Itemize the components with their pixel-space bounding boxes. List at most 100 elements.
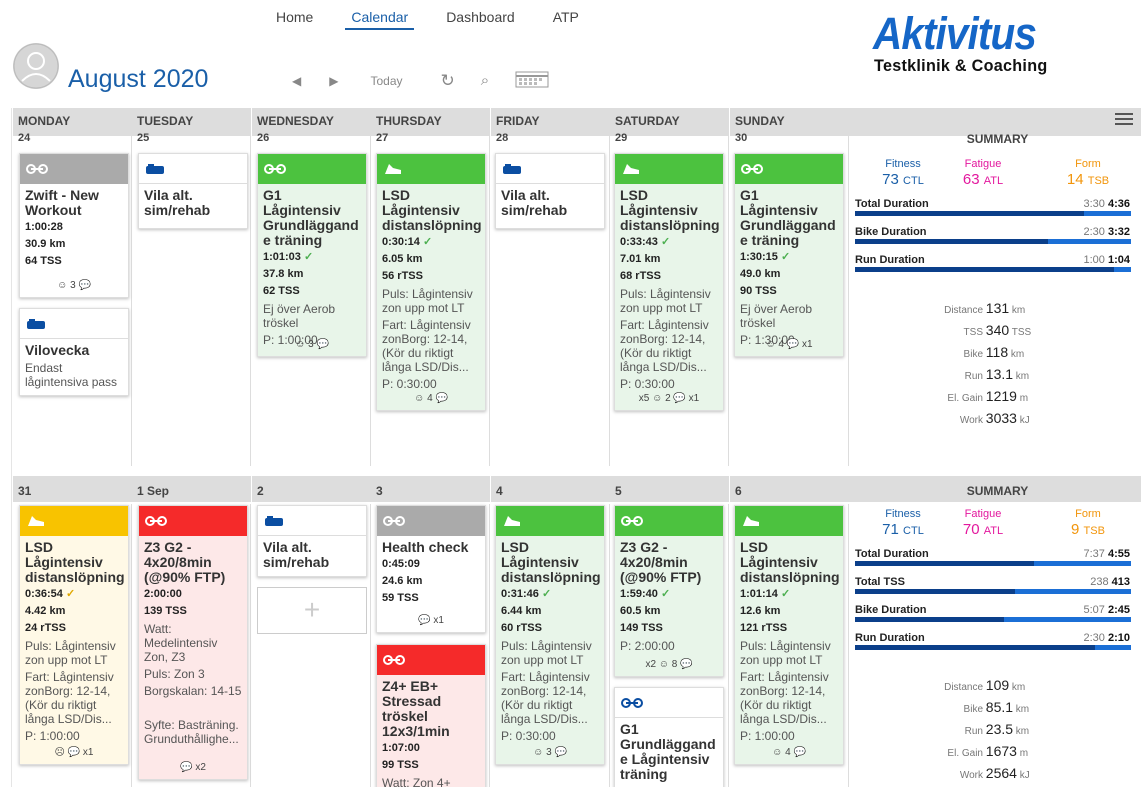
nav-dashboard[interactable]: Dashboard [446, 9, 515, 25]
card-description: P: 0:30:00 [382, 377, 437, 391]
workout-card[interactable]: LSD Lågintensiv distanslöpning 0:33:43 ✓ 7… [614, 153, 724, 411]
month-label: August [68, 65, 146, 93]
summary-row-label: Total Duration [855, 198, 929, 210]
workout-card[interactable]: G1 Lågintensiv Grundläggand e träning 1:0… [257, 153, 367, 357]
nav-calendar[interactable]: Calendar [345, 6, 415, 30]
card-description: Borgskalan: 14-15 [144, 684, 242, 698]
today-button[interactable]: Today [370, 73, 403, 88]
summary-form-value: 9 TSB [1071, 521, 1105, 538]
summary-total: Bike 118 km [963, 344, 1025, 360]
workout-card[interactable]: Vila alt. sim/rehab [495, 153, 605, 229]
day-column [371, 136, 490, 466]
summary-progress-bar [855, 267, 1131, 272]
menu-icon[interactable] [1115, 113, 1133, 125]
card-stat: 121 rTSS [740, 622, 788, 634]
card-description: Fart: Lågintensiv zonBorg: 12-14, (Kör d… [501, 670, 590, 726]
check-icon: ✓ [300, 251, 314, 263]
workout-card[interactable]: G1 Grundläggand e Lågintensiv träning [614, 687, 724, 787]
card-title: LSD Lågintensiv distanslöpning [501, 539, 601, 585]
workout-card[interactable]: Health check 0:45:09 24.6 km 59 TSS 💬 x1 [376, 505, 486, 633]
card-description: Puls: Lågintensiv zon upp mot LT [25, 639, 116, 667]
day-column [610, 136, 729, 466]
day-column [252, 136, 371, 466]
calendar-icon[interactable] [515, 70, 549, 91]
card-stat: 6.44 km [501, 605, 542, 617]
weekday-header: THURSDAY [371, 108, 490, 136]
workout-card[interactable]: Vila alt. sim/rehab [257, 505, 367, 577]
calendar-controls: ◀ ▶ Today ↻ ⌕ [292, 70, 549, 91]
card-stat: 1:30:15 ✓ [740, 251, 791, 263]
date-number: 28 [496, 132, 509, 144]
card-stat: 60.5 km [620, 605, 661, 617]
summary-row-label: Run Duration [855, 632, 925, 644]
card-description: P: 1:00:00 [263, 333, 318, 347]
day-column [371, 504, 490, 787]
day-column [132, 504, 251, 787]
summary-row-label: Run Duration [855, 254, 925, 266]
card-stat: 68 rTSS [620, 270, 661, 282]
card-description: P: 1:30:00 [740, 333, 795, 347]
bikeblue-icon [615, 688, 723, 718]
summary-progress-fill [855, 645, 1096, 650]
logo-title: Aktivitus [873, 8, 1037, 59]
nav-atp[interactable]: ATP [552, 9, 579, 25]
workout-card[interactable]: Z3 G2 - 4x20/8min (@90% FTP) 1:59:40 ✓ 60.… [614, 505, 724, 677]
date-header: 6 [730, 476, 849, 502]
summary-progress-bar [855, 617, 1131, 622]
prev-arrow-icon[interactable]: ◀ [292, 73, 302, 88]
card-description: Ej över Aerob tröskel [263, 302, 336, 330]
next-arrow-icon[interactable]: ▶ [329, 73, 339, 88]
date-number: 27 [376, 132, 389, 144]
refresh-icon[interactable]: ↻ [440, 70, 455, 90]
rest-icon [258, 506, 366, 536]
weekday-header: MONDAY [13, 108, 132, 136]
day-column [13, 136, 132, 466]
card-icons: ☺ 4 💬 x1 [765, 339, 813, 350]
summary-progress-bar [855, 211, 1131, 216]
nav-home[interactable]: Home [276, 9, 314, 25]
day-column [491, 136, 610, 466]
summary-progress-bar [855, 645, 1131, 650]
workout-card[interactable]: Zwift - New Workout 1:00:28 30.9 km 64 TSS ☺… [19, 153, 129, 298]
card-stat: 0:45:09 [382, 558, 420, 570]
workout-card[interactable]: G1 Lågintensiv Grundläggand e träning 1:3… [734, 153, 844, 357]
workout-card[interactable]: Z3 G2 - 4x20/8min (@90% FTP) 2:00:00 139 T… [138, 505, 248, 780]
date-header: 1 Sep [132, 476, 251, 502]
logo: Aktivitus Testklinik & Coaching [873, 8, 1088, 76]
summary-header: SUMMARY [849, 476, 1141, 502]
summary-row-label: Bike Duration [855, 604, 927, 616]
summary-row-value: 1:00 1:04 [1083, 254, 1131, 266]
workout-card[interactable]: LSD Lågintensiv distanslöpning 0:30:14 ✓ 6… [376, 153, 486, 411]
card-icons: 💬 x1 [418, 615, 444, 626]
avatar[interactable] [13, 43, 59, 89]
workout-card[interactable]: Vila alt. sim/rehab [138, 153, 248, 229]
card-stat: 56 rTSS [382, 270, 423, 282]
workout-card[interactable]: LSD Lågintensiv distanslöpning 0:36:54 ✓ 4… [19, 505, 129, 765]
add-workout-button[interactable]: + [257, 587, 367, 634]
card-stat: 1:00:28 [25, 221, 63, 233]
card-title: Vilovecka [25, 342, 90, 358]
summary-progress-fill [855, 211, 1085, 216]
summary-progress-bar [855, 239, 1131, 244]
card-stat: 4.42 km [25, 605, 66, 617]
workout-card[interactable]: LSD Lågintensiv distanslöpning 1:01:14 ✓ 1… [734, 505, 844, 765]
search-icon[interactable]: ⌕ [480, 72, 490, 89]
day-column [730, 504, 849, 787]
card-description: Syfte: Basträning. Grunduthållighe... [144, 718, 239, 746]
workout-card[interactable]: Z4+ EB+ Stressad tröskel 12x3/1min 1:07:0… [376, 644, 486, 787]
card-stat: 59 TSS [382, 592, 419, 604]
day-column [132, 136, 251, 466]
summary-form-value: 14 TSB [1066, 171, 1110, 188]
card-stat: 7.01 km [620, 253, 661, 265]
card-title: Vila alt. sim/rehab [144, 187, 211, 218]
card-title: G1 Grundläggand e Lågintensiv träning [620, 721, 716, 782]
card-stat: 0:31:46 ✓ [501, 588, 552, 600]
card-title: Vila alt. sim/rehab [501, 187, 568, 218]
workout-card[interactable]: Vilovecka Endast lågintensiva pass [19, 308, 129, 396]
date-header: 31 [13, 476, 132, 502]
card-stat: 37.8 km [263, 268, 304, 280]
card-title: Z3 G2 - 4x20/8min (@90% FTP) [620, 539, 702, 585]
weekday-header: TUESDAY [132, 108, 251, 136]
menu-icon[interactable] [1115, 118, 1133, 120]
workout-card[interactable]: LSD Lågintensiv distanslöpning 0:31:46 ✓ 6… [495, 505, 605, 765]
